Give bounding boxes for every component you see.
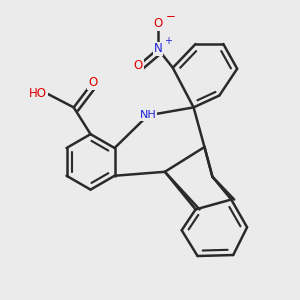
Text: −: − (166, 10, 176, 23)
Text: +: + (164, 36, 172, 46)
Text: O: O (153, 17, 163, 30)
Text: O: O (134, 59, 143, 72)
Text: HO: HO (29, 87, 47, 100)
Text: O: O (88, 76, 97, 89)
Text: N: N (154, 42, 162, 56)
Text: NH: NH (140, 110, 156, 120)
